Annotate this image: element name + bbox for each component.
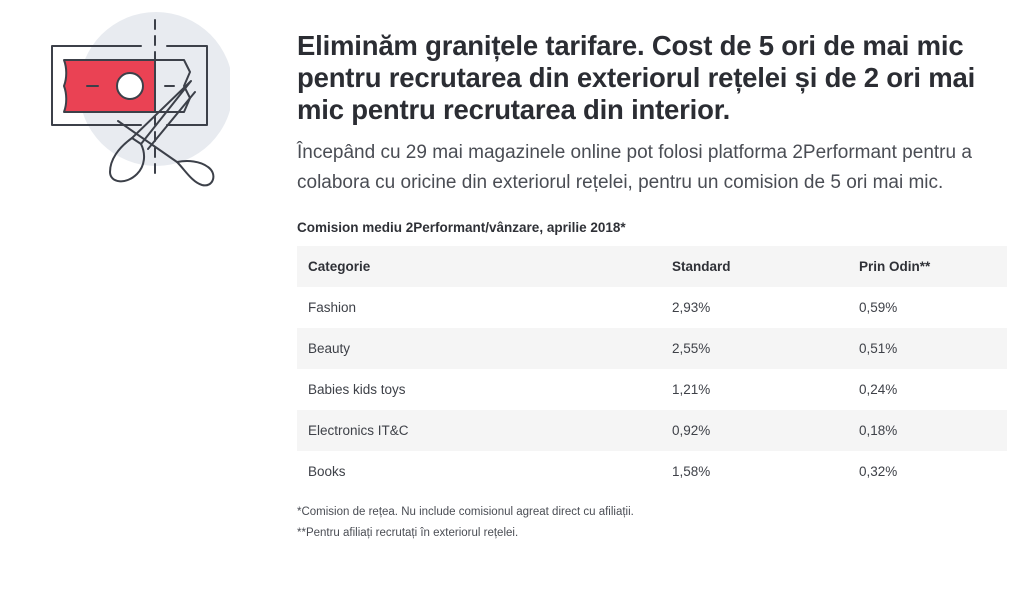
cell-category: Babies kids toys	[297, 369, 661, 410]
main-content: Eliminăm granițele tarifare. Cost de 5 o…	[297, 30, 1009, 539]
ticket-coin	[116, 72, 144, 100]
table-row: Electronics IT&C 0,92% 0,18%	[297, 410, 1007, 451]
lead-paragraph: Începând cu 29 mai magazinele online pot…	[297, 142, 972, 193]
scissors-handle-right	[176, 160, 215, 187]
commission-table: Categorie Standard Prin Odin** Fashion 2…	[297, 246, 1007, 492]
cell-category: Electronics IT&C	[297, 410, 661, 451]
scissors-handle-left	[109, 137, 146, 183]
cell-standard: 1,58%	[661, 451, 848, 492]
scissors-blade-left	[117, 120, 178, 163]
cell-prin-odin: 0,59%	[848, 287, 1007, 328]
cell-prin-odin: 0,32%	[848, 451, 1007, 492]
table-header-row: Categorie Standard Prin Odin**	[297, 246, 1007, 287]
cell-standard: 0,92%	[661, 410, 848, 451]
cell-category: Beauty	[297, 328, 661, 369]
headline: Eliminăm granițele tarifare. Cost de 5 o…	[297, 30, 976, 125]
cell-prin-odin: 0,24%	[848, 369, 1007, 410]
footnote-external-affiliates: **Pentru afiliați recrutați în exterioru…	[297, 527, 519, 539]
cell-category: Books	[297, 451, 661, 492]
cell-standard: 1,21%	[661, 369, 848, 410]
cut-fees-icon	[51, 12, 230, 187]
scissors-blade-edge	[147, 91, 196, 150]
header-standard: Standard	[661, 246, 848, 287]
cell-category: Fashion	[297, 287, 661, 328]
table-row: Babies kids toys 1,21% 0,24%	[297, 369, 1007, 410]
cell-prin-odin: 0,18%	[848, 410, 1007, 451]
footnote-network-commission: *Comision de rețea. Nu include comisionu…	[297, 506, 634, 518]
ticket-outline-left	[51, 45, 142, 126]
table-caption: Comision mediu 2Performant/vânzare, apri…	[297, 220, 626, 235]
header-prin-odin: Prin Odin**	[848, 246, 1007, 287]
cell-standard: 2,93%	[661, 287, 848, 328]
cell-standard: 2,55%	[661, 328, 848, 369]
header-category: Categorie	[297, 246, 661, 287]
table-row: Beauty 2,55% 0,51%	[297, 328, 1007, 369]
table-row: Fashion 2,93% 0,59%	[297, 287, 1007, 328]
cell-prin-odin: 0,51%	[848, 328, 1007, 369]
ticket-right-half	[155, 59, 191, 113]
table-row: Books 1,58% 0,32%	[297, 451, 1007, 492]
ticket-outline-right	[166, 45, 208, 126]
